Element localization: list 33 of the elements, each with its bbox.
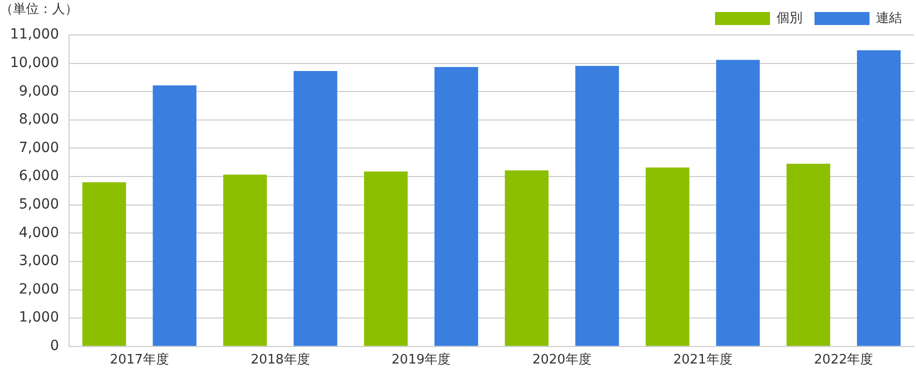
bar: [434, 66, 478, 346]
y-tick-label: 8,000: [18, 112, 59, 128]
y-tick-label: 11,000: [10, 26, 59, 43]
y-tick-label: 6,000: [18, 168, 59, 184]
bar: [294, 70, 338, 346]
y-tick-label: 1,000: [18, 310, 59, 326]
bar: [82, 182, 126, 346]
x-tick-label: 2022年度: [814, 352, 874, 368]
y-tick-label: 9,000: [18, 83, 59, 100]
x-tick-label: 2019年度: [392, 352, 451, 368]
y-axis-title: （単位：人）: [0, 1, 78, 18]
y-tick-label: 5,000: [18, 196, 59, 212]
y-tick-label: 2,000: [18, 281, 59, 298]
bar: [575, 66, 619, 346]
x-tick-label: 2017年度: [110, 352, 169, 368]
x-tick-label: 2021年度: [673, 352, 732, 368]
y-tick-label: 0: [50, 338, 59, 354]
bar: [364, 171, 408, 346]
y-tick-label: 3,000: [18, 253, 59, 270]
y-tick-label: 7,000: [18, 140, 59, 156]
bar: [646, 167, 690, 346]
y-tick-label: 10,000: [10, 54, 59, 71]
x-tick-label: 2018年度: [250, 352, 310, 368]
bar: [856, 50, 901, 346]
bar: [716, 60, 760, 346]
legend-label: 個別: [776, 10, 802, 26]
bar: [786, 164, 830, 346]
x-tick-label: 2020年度: [532, 352, 592, 368]
bar: [152, 85, 196, 346]
y-tick-label: 4,000: [18, 224, 59, 241]
bar: [223, 174, 267, 346]
legend-label: 連結: [876, 10, 902, 26]
bar: [504, 170, 549, 346]
